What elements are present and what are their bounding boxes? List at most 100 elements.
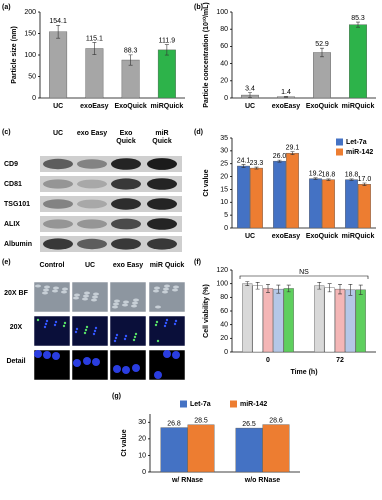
- error-bar: [362, 182, 367, 186]
- error-bar: [320, 47, 324, 58]
- panel-label: (g): [112, 393, 121, 400]
- legend-swatch: [336, 138, 343, 146]
- y-tick-label: 60: [220, 308, 228, 315]
- band: [77, 238, 107, 250]
- nucleus: [84, 328, 88, 332]
- value-label: 28.6: [269, 417, 283, 424]
- bar: [262, 288, 274, 353]
- row-label: 20X BF: [4, 290, 28, 297]
- cell: [162, 290, 168, 294]
- cell: [122, 303, 128, 307]
- band: [147, 238, 177, 250]
- y-tick-label: 80: [220, 26, 228, 33]
- y-axis-label: Cell viability (%): [203, 284, 210, 338]
- nucleus: [154, 323, 158, 327]
- column-label: exo Easy: [76, 130, 108, 137]
- error-bar: [245, 281, 250, 287]
- error-bar: [348, 284, 353, 296]
- nucleus: [43, 351, 51, 359]
- nucleus: [83, 331, 87, 335]
- error-bar: [326, 178, 331, 181]
- panel-label: (c): [2, 129, 11, 136]
- nucleus: [113, 365, 121, 373]
- error-bar: [286, 284, 291, 293]
- bar: [235, 427, 263, 473]
- value-label: 115.1: [86, 35, 103, 42]
- y-axis-label: Ct value: [121, 429, 128, 456]
- y-tick-label: 100: [24, 52, 36, 59]
- y-tick-label: 150: [24, 30, 36, 37]
- bar: [273, 160, 286, 229]
- cell: [92, 295, 98, 299]
- nucleus: [155, 320, 159, 324]
- nucleus: [43, 325, 47, 329]
- value-label: 3.4: [245, 85, 255, 92]
- bar: [160, 427, 188, 473]
- nucleus: [134, 332, 138, 336]
- nucleus: [92, 332, 96, 336]
- bar: [273, 288, 284, 353]
- y-tick-label: 40: [220, 322, 228, 329]
- annotation: NS: [299, 269, 309, 276]
- y-tick-label: 5: [224, 212, 228, 219]
- panel-label: (d): [194, 129, 203, 136]
- column-label: Exo Quick: [116, 130, 136, 145]
- row-label: 20X: [9, 324, 23, 331]
- x-tick-label: miRQuick: [342, 233, 375, 240]
- error-bar: [290, 151, 295, 156]
- error-bar: [56, 24, 61, 39]
- nucleus: [172, 351, 180, 359]
- nucleus: [92, 358, 100, 366]
- band: [111, 238, 141, 250]
- y-tick-label: 10: [220, 199, 228, 206]
- cell: [154, 286, 160, 290]
- nucleus: [163, 350, 171, 358]
- bar: [314, 285, 325, 353]
- cell: [84, 291, 90, 295]
- band: [43, 179, 73, 189]
- bar: [345, 289, 356, 353]
- value-label: 26.5: [242, 421, 256, 428]
- bar: [309, 178, 322, 229]
- x-tick-label: exoEasy: [272, 233, 301, 240]
- legend-label: Let-7a: [190, 401, 211, 408]
- legend-swatch: [230, 400, 237, 408]
- y-tick-label: 20: [220, 173, 228, 180]
- bar: [322, 179, 335, 229]
- y-tick-label: 120: [216, 267, 228, 274]
- band: [43, 199, 73, 209]
- y-tick-label: 50: [28, 73, 36, 80]
- row-label: ALIX: [4, 221, 20, 228]
- band: [111, 158, 141, 170]
- bar: [345, 179, 358, 229]
- error-bar: [327, 283, 332, 293]
- band: [43, 158, 73, 170]
- value-label: 23.3: [250, 160, 264, 167]
- cell: [61, 290, 67, 294]
- legend-swatch: [336, 148, 343, 156]
- nucleus: [133, 335, 137, 339]
- cell: [73, 296, 79, 300]
- band: [147, 218, 177, 230]
- y-tick-label: 60: [220, 43, 228, 50]
- column-label: UC: [84, 262, 96, 269]
- value-label: 154.1: [49, 18, 67, 25]
- x-tick-label: ExoQuick: [306, 103, 338, 110]
- bar: [313, 52, 331, 99]
- nucleus: [74, 330, 78, 334]
- column-label: miR Quick: [149, 262, 185, 269]
- nucleus: [83, 357, 91, 365]
- column-label: UC: [52, 130, 64, 137]
- legend-swatch: [180, 400, 187, 408]
- panel-label: (f): [194, 259, 201, 266]
- value-label: 88.3: [124, 48, 138, 55]
- cell: [173, 285, 179, 289]
- cell: [83, 294, 89, 298]
- error-bar: [248, 92, 252, 98]
- y-tick-label: 30: [220, 148, 228, 155]
- error-bar: [276, 284, 281, 294]
- bar: [121, 59, 140, 99]
- cell: [153, 289, 159, 293]
- panel-label: (e): [2, 259, 11, 266]
